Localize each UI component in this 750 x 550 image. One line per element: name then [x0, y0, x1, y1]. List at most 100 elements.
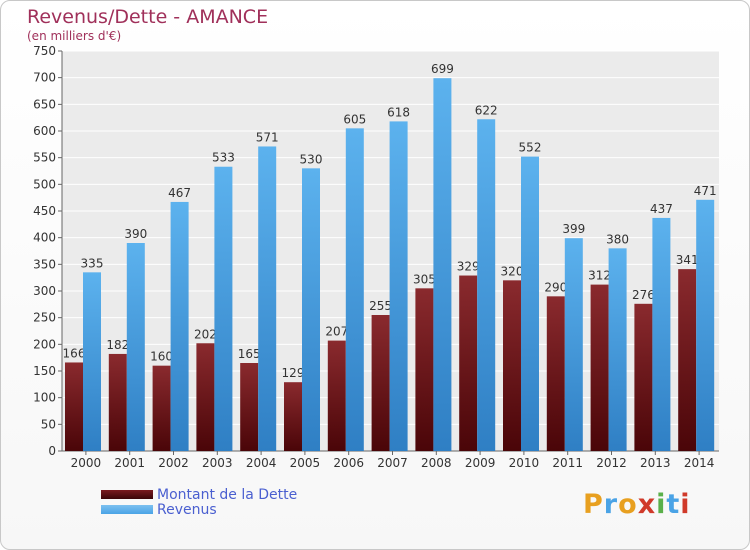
logo-letter: P: [583, 489, 604, 520]
data-label-dette: 320: [501, 264, 524, 278]
x-tick-label: 2000: [71, 456, 102, 470]
x-tick-label: 2003: [202, 456, 233, 470]
bar-revenus: [345, 128, 364, 451]
data-label-revenus: 618: [387, 105, 410, 119]
data-label-revenus: 399: [562, 222, 585, 236]
bar-revenus: [83, 272, 101, 451]
data-label-dette: 276: [632, 288, 655, 302]
bar-dette: [240, 363, 259, 451]
bar-revenus: [433, 78, 452, 451]
data-label-dette: 305: [413, 272, 436, 286]
bar-revenus: [564, 238, 583, 451]
logo-letter: i: [680, 489, 691, 520]
bar-revenus: [214, 166, 233, 451]
bar-revenus: [389, 121, 408, 452]
y-tick-label: 100: [33, 391, 56, 405]
logo-letter: t: [666, 489, 681, 520]
data-label-dette: 129: [282, 366, 305, 380]
data-label-dette: 182: [106, 338, 129, 352]
bar-revenus: [521, 156, 539, 451]
data-label-revenus: 335: [81, 256, 104, 270]
x-tick-label: 2010: [509, 456, 540, 470]
y-tick-label: 700: [33, 71, 56, 85]
y-tick-label: 400: [33, 231, 56, 245]
bar-dette: [65, 362, 83, 451]
data-label-revenus: 622: [475, 103, 498, 117]
y-tick-label: 50: [41, 417, 56, 431]
x-tick-label: 2009: [465, 456, 496, 470]
y-tick-label: 0: [48, 444, 56, 458]
bar-dette: [371, 315, 390, 451]
data-label-revenus: 390: [124, 227, 147, 241]
bar-dette: [108, 353, 127, 451]
logo-letter: x: [637, 489, 657, 520]
x-tick-label: 2002: [158, 456, 189, 470]
legend-swatch-revenus: [101, 505, 153, 514]
y-tick-label: 500: [33, 177, 56, 191]
bar-revenus: [126, 243, 145, 451]
bar-dette: [459, 275, 478, 451]
data-label-dette: 290: [544, 280, 567, 294]
data-label-revenus: 552: [519, 141, 542, 155]
bar-dette: [152, 365, 171, 451]
data-label-revenus: 699: [431, 62, 454, 76]
data-label-revenus: 380: [606, 232, 629, 246]
x-tick-label: 2011: [552, 456, 583, 470]
y-tick-label: 250: [33, 311, 56, 325]
x-tick-label: 2007: [377, 456, 408, 470]
proxiti-logo: Proxiti: [583, 489, 691, 520]
x-tick-label: 2005: [290, 456, 321, 470]
bar-revenus: [608, 248, 627, 451]
data-label-revenus: 571: [256, 130, 279, 144]
logo-letter: i: [656, 489, 667, 520]
bar-dette: [678, 269, 697, 451]
bar-dette: [196, 343, 215, 451]
bar-dette: [634, 303, 653, 451]
y-tick-label: 150: [33, 364, 56, 378]
data-label-dette: 202: [194, 327, 217, 341]
bar-revenus: [170, 201, 189, 451]
x-tick-label: 2004: [246, 456, 277, 470]
bar-dette: [327, 340, 346, 451]
y-tick-label: 450: [33, 204, 56, 218]
legend-item-revenus: Revenus: [101, 501, 297, 518]
bar-dette: [503, 280, 521, 451]
legend-label-revenus: Revenus: [157, 501, 217, 518]
chart-title: Revenus/Dette - AMANCE: [27, 6, 269, 28]
legend: Montant de la Dette Revenus: [101, 486, 298, 518]
bar-dette: [546, 296, 565, 451]
data-label-dette: 341: [676, 253, 699, 267]
y-tick-label: 650: [33, 97, 56, 111]
x-tick-label: 2006: [333, 456, 364, 470]
bar-dette: [284, 382, 302, 451]
legend-label-dette: Montant de la Dette: [157, 486, 298, 503]
y-tick-label: 750: [33, 44, 56, 58]
bar-revenus: [652, 217, 671, 451]
data-label-revenus: 530: [300, 152, 323, 166]
legend-item-dette: Montant de la Dette: [101, 486, 298, 503]
x-tick-label: 2014: [684, 456, 715, 470]
data-label-revenus: 467: [168, 186, 191, 200]
data-label-dette: 166: [63, 346, 86, 360]
x-tick-label: 2013: [640, 456, 671, 470]
chart-subtitle: (en milliers d'€): [27, 29, 122, 43]
bar-dette: [590, 284, 609, 451]
y-tick-label: 550: [33, 151, 56, 165]
logo-letter: r: [603, 489, 619, 520]
data-label-revenus: 471: [694, 184, 717, 198]
legend-swatch-dette: [101, 490, 153, 499]
data-label-dette: 312: [588, 269, 611, 283]
bar-revenus: [258, 146, 277, 451]
y-tick-label: 300: [33, 284, 56, 298]
bar-dette: [415, 288, 434, 451]
bar-revenus: [477, 119, 496, 452]
bar-revenus: [302, 168, 320, 452]
y-tick-label: 600: [33, 124, 56, 138]
data-label-dette: 207: [325, 325, 348, 339]
data-label-revenus: 533: [212, 151, 235, 165]
data-label-dette: 329: [457, 260, 480, 274]
data-label-dette: 165: [238, 347, 261, 361]
data-label-revenus: 437: [650, 202, 673, 216]
